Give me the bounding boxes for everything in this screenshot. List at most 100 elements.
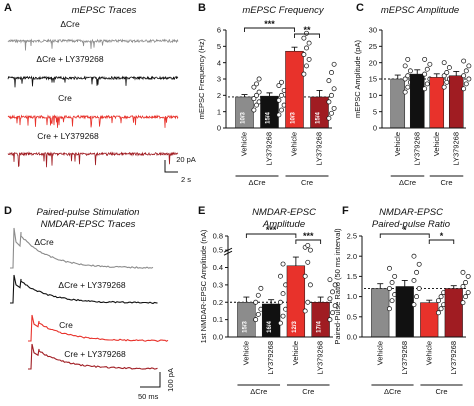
- data-point-b-2-6: [301, 35, 307, 41]
- bar-c-2: [429, 77, 445, 129]
- data-point-c-2-0: [441, 84, 447, 90]
- y-tick-label-c-3: 15: [369, 75, 377, 84]
- y-tick-label-f-5: 2.5: [347, 232, 357, 241]
- y-tick-label-e-4: 0.4: [213, 263, 223, 272]
- data-point-b-0-6: [251, 84, 257, 90]
- trace-d-cre-ly: [28, 343, 158, 370]
- data-point-e-1-3: [277, 299, 283, 305]
- data-point-c-0-3: [402, 76, 408, 82]
- data-point-e-3-5: [332, 282, 338, 288]
- panel-c-title: mEPSC Amplitude: [381, 5, 459, 16]
- data-point-b-3-4: [329, 92, 334, 98]
- trace-a-line-3: [7, 151, 179, 168]
- y-tick-label-b-0: 0: [217, 124, 221, 133]
- trace-a-dcre: [7, 38, 179, 51]
- panel-c-letter: C: [356, 2, 364, 14]
- y-tick-label-f-4: 2.0: [347, 252, 357, 261]
- panel-d-trace-label-cre: Cre: [59, 320, 73, 330]
- data-point-f-0-0: [387, 306, 392, 312]
- data-point-e-3-3: [327, 296, 333, 302]
- data-point-f-1-4: [414, 269, 420, 275]
- panel-d-trace-label-dcre: ΔCre: [34, 237, 54, 247]
- y-tick-label-e-6: 0.8: [213, 232, 223, 241]
- data-point-b-2-3: [301, 52, 307, 57]
- data-point-e-1-1: [280, 313, 286, 319]
- panel-a-scale-x: 2 s: [181, 175, 191, 184]
- data-point-c-2-5: [446, 65, 452, 71]
- data-point-e-0-5: [258, 285, 264, 291]
- group-label-b-1: Cre: [301, 178, 313, 187]
- group-label-c-0: ΔCre: [399, 178, 416, 187]
- data-point-e-0-4: [255, 292, 261, 298]
- trace-a-line-2: [7, 114, 179, 128]
- y-tick-label-c-0: 0: [373, 124, 377, 133]
- group-label-e-0: ΔCre: [250, 387, 267, 396]
- chart-paired-pulse-ratio: 0.0 0.5 1.0 1.5 2.0 2.5 Paired-Pulse Ratio (50…: [333, 225, 471, 396]
- significance-label-e-0: ***: [266, 225, 277, 235]
- group-label-f-1: Cre: [435, 387, 447, 396]
- y-tick-label-f-2: 1.0: [347, 292, 357, 301]
- n-label-b-2: 10/3: [291, 112, 297, 124]
- panel-a-trace-label-dcre-ly: ΔCre + LY379268: [36, 54, 103, 64]
- panel-d-title-line2: NMDAR-EPSC Traces: [41, 219, 136, 230]
- data-point-f-3-3: [460, 284, 466, 289]
- data-point-c-0-7: [405, 56, 411, 62]
- panel-a-scale-bar: [164, 160, 178, 173]
- data-point-e-2-1: [305, 299, 311, 305]
- data-point-f-1-6: [411, 253, 417, 259]
- y-axis-label-e: 1st NMDAR-EPSC Amplitude (nA): [199, 229, 208, 343]
- category-label-f-1: LY379268: [400, 341, 409, 375]
- axis-break-e: [223, 247, 233, 256]
- data-point-f-2-3: [436, 298, 441, 304]
- data-point-f-0-5: [392, 273, 398, 279]
- data-point-b-0-4: [254, 92, 259, 98]
- data-point-f-3-1: [463, 294, 469, 300]
- n-label-e-0: 15/3: [242, 321, 248, 333]
- panel-a-scale-y: 20 pA: [176, 155, 196, 164]
- data-point-c-3-1: [463, 81, 469, 87]
- group-label-b-0: ΔCre: [248, 178, 265, 187]
- data-point-c-1-3: [422, 71, 428, 77]
- panel-c: C mEPSC Amplitude 0 5 10 15 20 25 30 mEPSC Ampl…: [353, 2, 472, 187]
- data-point-c-1-0: [422, 86, 428, 92]
- category-label-b-3: LY379268: [315, 132, 324, 166]
- data-point-b-3-7: [329, 70, 334, 75]
- significance-label-f-0: *: [403, 225, 407, 235]
- group-label-c-1: Cre: [440, 178, 452, 187]
- data-point-c-3-6: [461, 58, 467, 64]
- data-point-c-1-6: [422, 56, 428, 62]
- data-point-b-3-6: [326, 78, 332, 84]
- data-point-e-2-3: [302, 273, 308, 279]
- data-point-b-0-1: [254, 102, 259, 108]
- error-bar-e-0: [243, 296, 250, 303]
- data-point-b-3-1: [329, 110, 334, 116]
- data-point-c-1-5: [427, 61, 433, 67]
- data-point-b-2-5: [306, 40, 312, 46]
- panel-f-title-line2: Paired-pulse Ratio: [372, 219, 450, 230]
- data-point-b-3-8: [331, 61, 337, 67]
- data-point-f-0-3: [387, 286, 392, 291]
- bar-f-3: [444, 288, 463, 338]
- y-tick-label-f-0: 0.0: [347, 333, 357, 342]
- panel-f-letter: F: [342, 205, 349, 217]
- significance-bracket-f-0: [379, 233, 430, 238]
- data-point-c-3-3: [461, 73, 467, 79]
- category-label-c-0: Vehicle: [393, 132, 402, 156]
- data-point-f-0-4: [389, 280, 395, 285]
- data-point-c-3-2: [466, 76, 472, 82]
- y-tick-label-c-2: 10: [369, 91, 377, 100]
- panel-e-title-line2: Amplitude: [262, 219, 305, 230]
- panel-d-trace-label-cre-ly: Cre + LY379268: [64, 349, 126, 359]
- data-point-b-2-0: [301, 71, 307, 77]
- panel-a-trace-label-dcre: ΔCre: [60, 19, 80, 29]
- data-point-c-3-5: [466, 63, 472, 69]
- y-tick-label-e-5: 0.5: [213, 246, 223, 255]
- data-point-e-0-1: [255, 311, 261, 317]
- error-bar-e-3: [317, 296, 324, 303]
- bar-c-0: [390, 78, 406, 129]
- data-point-c-0-6: [402, 63, 408, 69]
- category-label-b-1: LY379268: [265, 132, 274, 166]
- bar-c-3: [448, 75, 464, 129]
- y-tick-label-b-3: 3: [217, 75, 221, 84]
